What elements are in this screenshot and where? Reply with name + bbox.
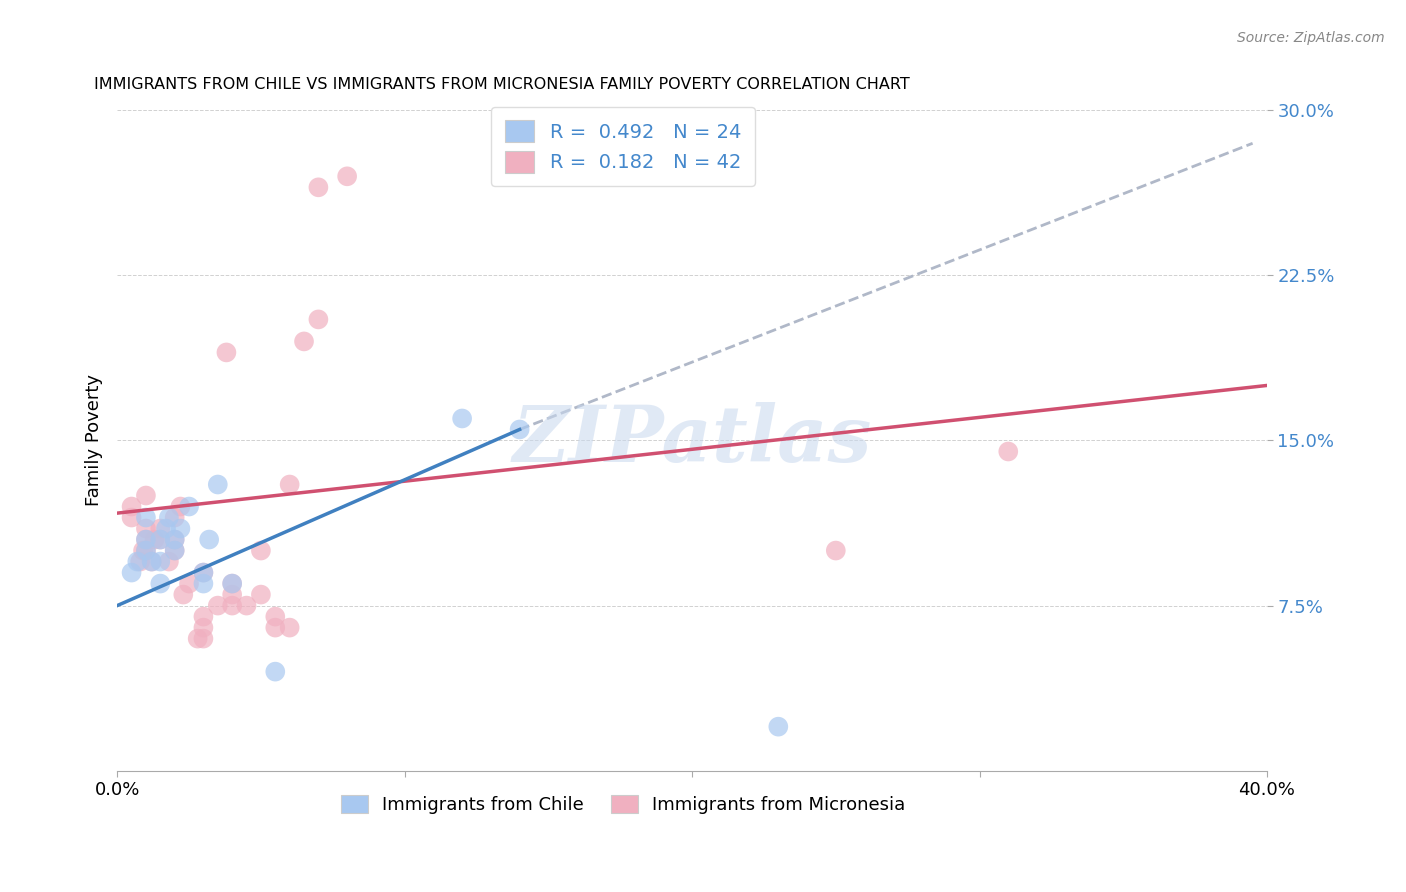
- Point: [250, 543, 273, 558]
- Point: [221, 588, 243, 602]
- Point: [127, 555, 149, 569]
- Point: [163, 543, 186, 558]
- Point: [169, 500, 191, 514]
- Text: IMMIGRANTS FROM CHILE VS IMMIGRANTS FROM MICRONESIA FAMILY POVERTY CORRELATION C: IMMIGRANTS FROM CHILE VS IMMIGRANTS FROM…: [94, 78, 910, 93]
- Point: [141, 555, 163, 569]
- Point: [250, 588, 273, 602]
- Point: [163, 533, 186, 547]
- Point: [193, 632, 215, 646]
- Point: [824, 543, 846, 558]
- Point: [292, 334, 315, 349]
- Y-axis label: Family Poverty: Family Poverty: [86, 375, 103, 507]
- Point: [278, 621, 301, 635]
- Point: [264, 665, 287, 679]
- Point: [451, 411, 474, 425]
- Point: [149, 533, 172, 547]
- Point: [135, 489, 157, 503]
- Text: Source: ZipAtlas.com: Source: ZipAtlas.com: [1237, 31, 1385, 45]
- Point: [221, 576, 243, 591]
- Point: [157, 555, 180, 569]
- Point: [157, 510, 180, 524]
- Point: [121, 500, 143, 514]
- Point: [149, 576, 172, 591]
- Point: [235, 599, 257, 613]
- Point: [193, 621, 215, 635]
- Point: [141, 555, 163, 569]
- Point: [149, 522, 172, 536]
- Point: [264, 609, 287, 624]
- Point: [193, 566, 215, 580]
- Point: [509, 422, 531, 436]
- Point: [307, 312, 329, 326]
- Point: [121, 566, 143, 580]
- Text: ZIPatlas: ZIPatlas: [512, 402, 872, 479]
- Point: [135, 543, 157, 558]
- Point: [135, 533, 157, 547]
- Point: [207, 477, 229, 491]
- Point: [193, 566, 215, 580]
- Point: [221, 576, 243, 591]
- Point: [135, 543, 157, 558]
- Point: [177, 576, 200, 591]
- Point: [278, 477, 301, 491]
- Point: [198, 533, 221, 547]
- Point: [215, 345, 238, 359]
- Legend: Immigrants from Chile, Immigrants from Micronesia: Immigrants from Chile, Immigrants from M…: [333, 788, 912, 822]
- Point: [177, 500, 200, 514]
- Point: [129, 555, 152, 569]
- Point: [187, 632, 209, 646]
- Point: [163, 510, 186, 524]
- Point: [135, 522, 157, 536]
- Point: [193, 576, 215, 591]
- Point: [163, 533, 186, 547]
- Point: [135, 510, 157, 524]
- Point: [155, 522, 177, 536]
- Point: [169, 522, 191, 536]
- Point: [149, 555, 172, 569]
- Point: [149, 533, 172, 547]
- Point: [264, 621, 287, 635]
- Point: [207, 599, 229, 613]
- Point: [221, 599, 243, 613]
- Point: [768, 720, 790, 734]
- Point: [193, 609, 215, 624]
- Point: [121, 510, 143, 524]
- Point: [172, 588, 194, 602]
- Point: [307, 180, 329, 194]
- Point: [997, 444, 1019, 458]
- Point: [135, 533, 157, 547]
- Point: [143, 533, 166, 547]
- Point: [163, 543, 186, 558]
- Point: [336, 169, 359, 184]
- Point: [132, 543, 155, 558]
